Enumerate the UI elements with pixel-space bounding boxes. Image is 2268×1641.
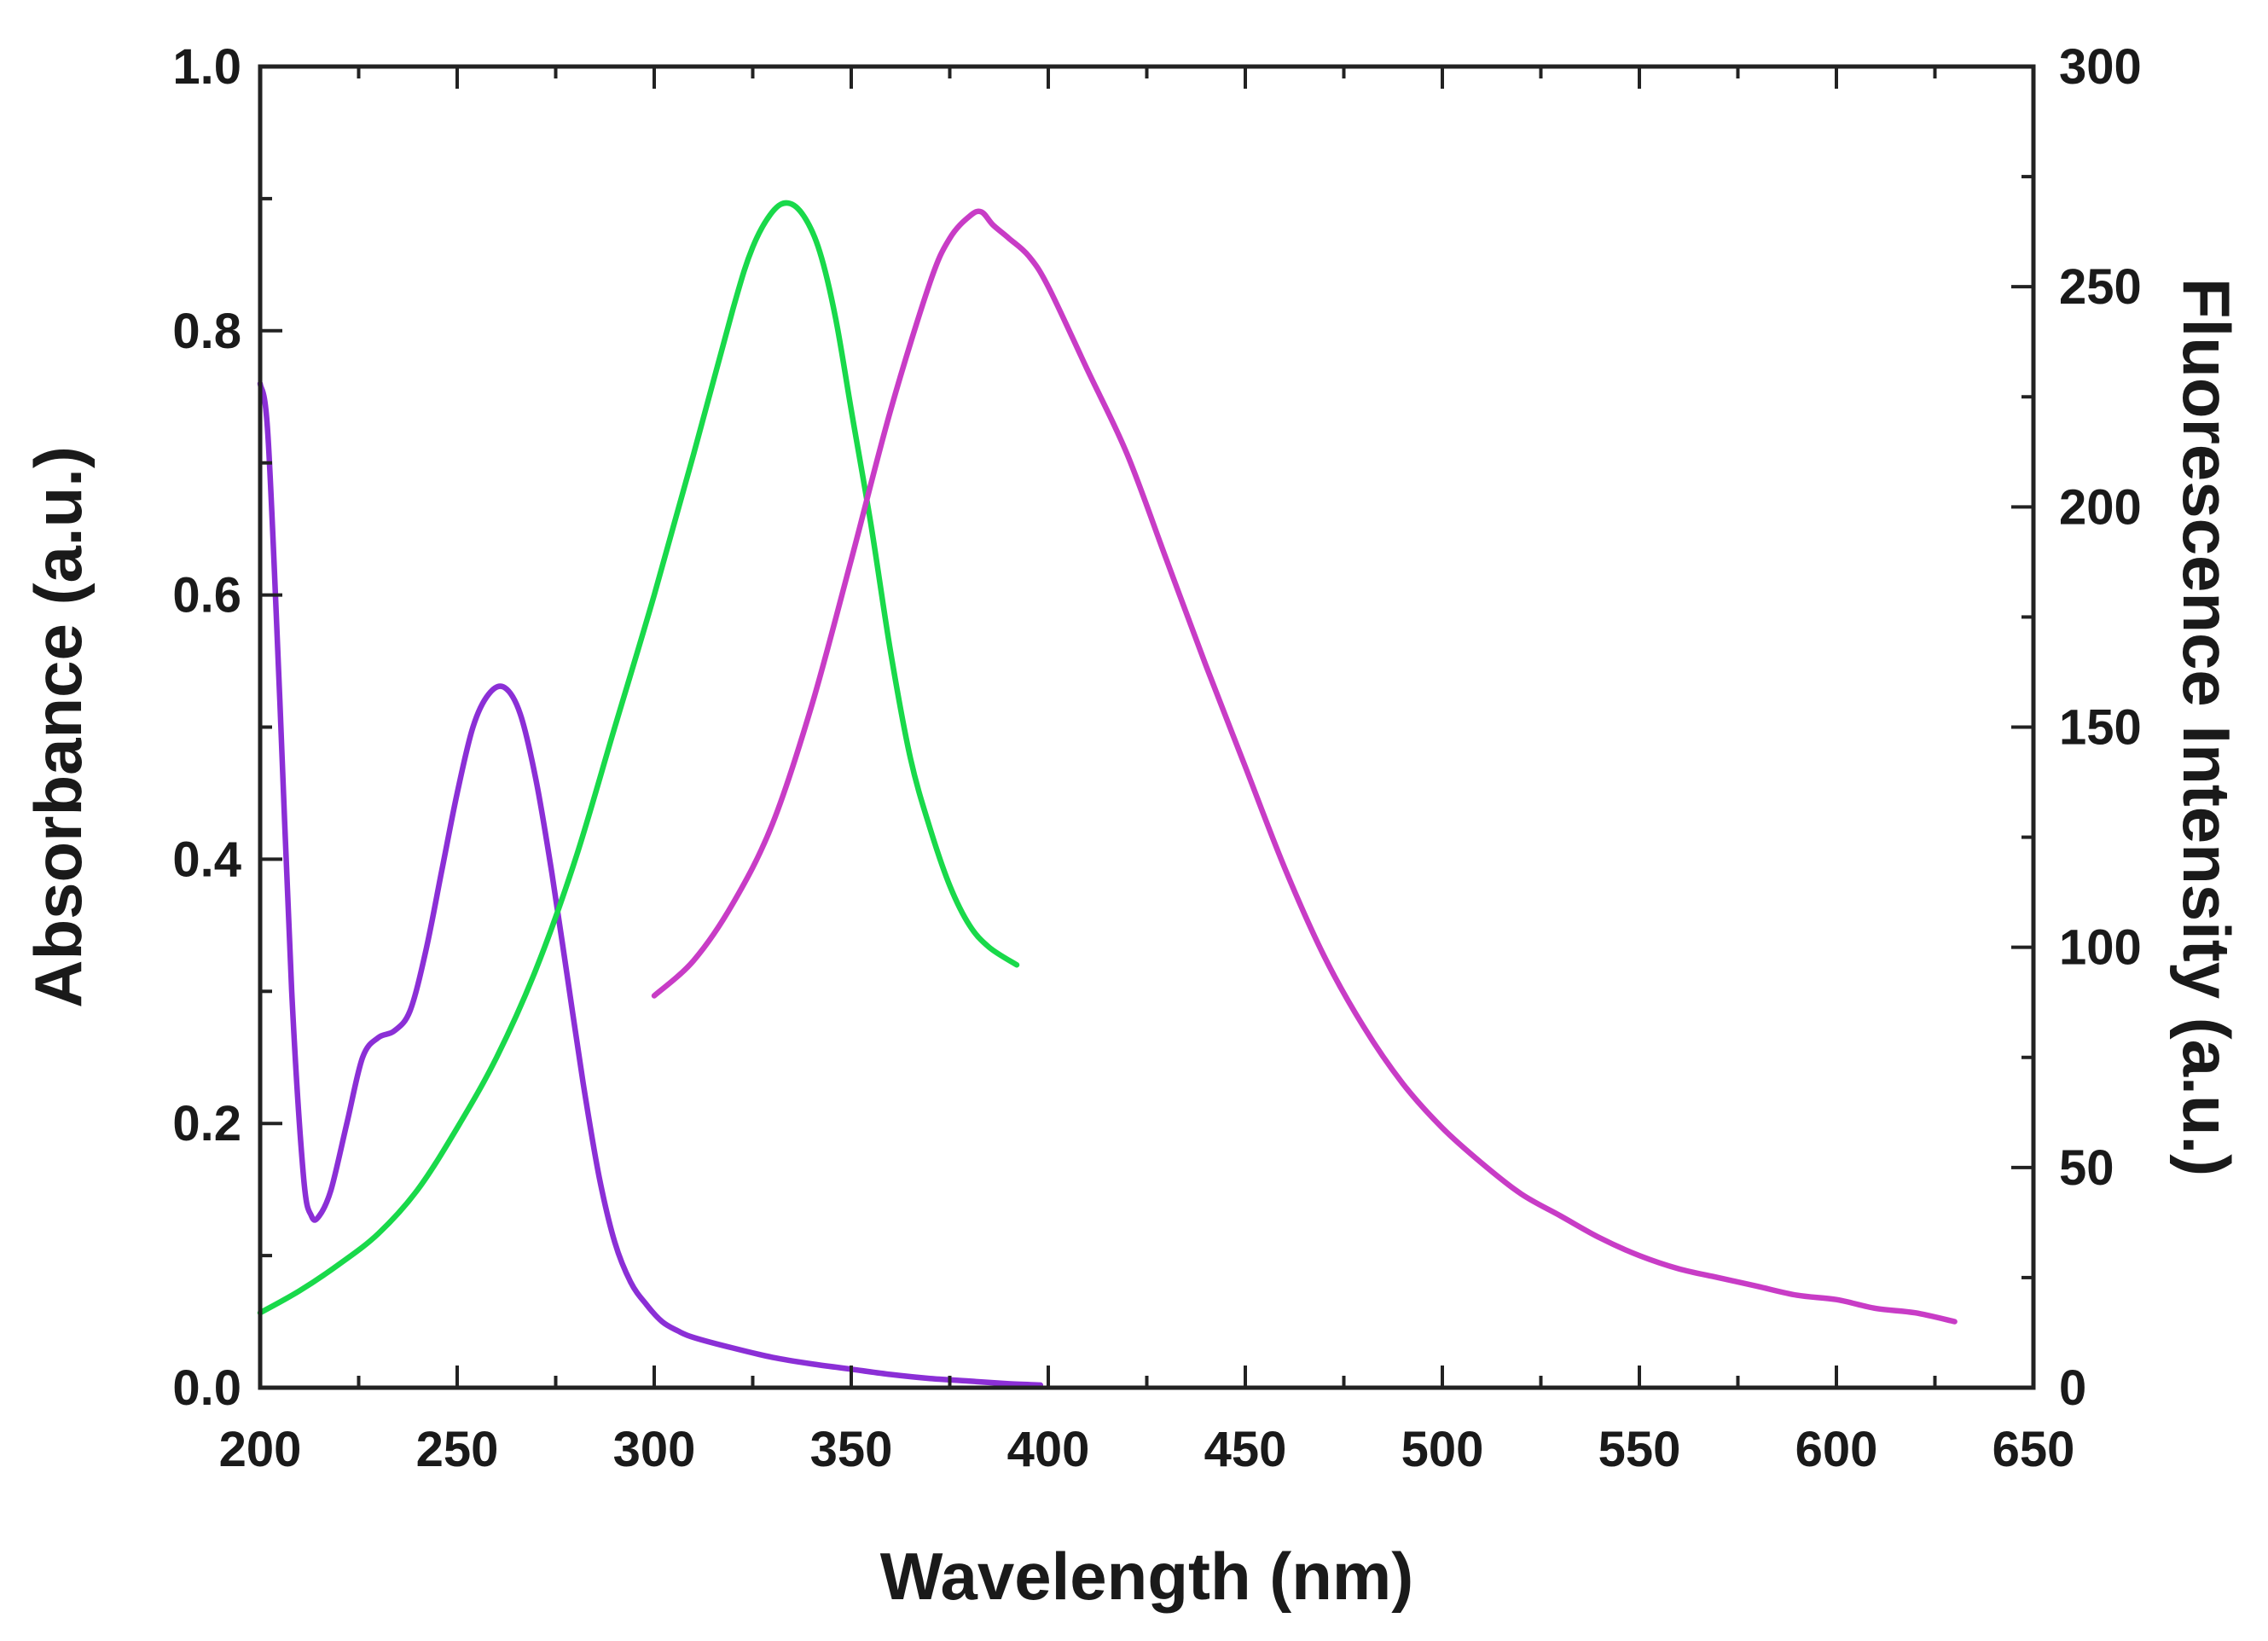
labels-layer: 200 250 300 350 400 450 500 550 600 6500.00.20.40… bbox=[172, 39, 2141, 1477]
emission-line bbox=[651, 208, 1958, 1325]
y2-tick-label: 50 bbox=[2059, 1140, 2114, 1196]
y-tick-label: 0.2 bbox=[172, 1096, 241, 1151]
absorbance-line bbox=[257, 380, 1044, 1389]
x-tick-label: 250 bbox=[416, 1422, 499, 1477]
x-tick-label: 200 bbox=[219, 1422, 302, 1477]
y-tick-label: 0.6 bbox=[172, 568, 241, 623]
x-tick-label: 300 bbox=[613, 1422, 696, 1477]
y-tick-label: 0.4 bbox=[172, 832, 241, 887]
x-tick-label: 400 bbox=[1007, 1422, 1090, 1477]
x-tick-label: 550 bbox=[1598, 1422, 1681, 1477]
y2-tick-label: 100 bbox=[2059, 920, 2142, 976]
y-tick-label: 0.0 bbox=[172, 1360, 241, 1416]
x-tick-label: 350 bbox=[810, 1422, 893, 1477]
series-layer bbox=[257, 200, 1958, 1389]
ticks-layer bbox=[258, 65, 2035, 1389]
y-tick-label: 0.8 bbox=[172, 304, 241, 359]
y-tick-label: 1.0 bbox=[172, 39, 241, 95]
y2-tick-label: 0 bbox=[2059, 1360, 2086, 1416]
x-tick-label: 450 bbox=[1204, 1422, 1287, 1477]
y-axis-title: Absorbance (a.u.) bbox=[20, 446, 96, 1008]
x-tick-label: 600 bbox=[1795, 1422, 1878, 1477]
x-tick-label: 650 bbox=[1992, 1422, 2075, 1477]
x-tick-label: 500 bbox=[1401, 1422, 1484, 1477]
y2-tick-label: 300 bbox=[2059, 39, 2142, 95]
y2-tick-label: 150 bbox=[2059, 700, 2142, 756]
y2-axis-title: Fluorescence Intensity (a.u.) bbox=[2169, 278, 2244, 1176]
x-axis-title: Wavelength (nm) bbox=[880, 1539, 1413, 1614]
y2-tick-label: 200 bbox=[2059, 479, 2142, 535]
excitation-line bbox=[257, 200, 1020, 1316]
y2-tick-label: 250 bbox=[2059, 259, 2142, 315]
